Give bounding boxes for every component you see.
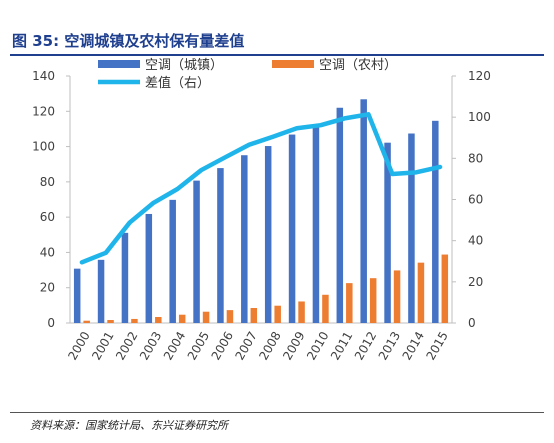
x-tick-label: 2012 — [352, 329, 379, 362]
bar-rural — [83, 320, 90, 323]
x-tick-label: 2003 — [137, 329, 164, 362]
bar-urban — [336, 107, 344, 323]
bar-urban — [121, 232, 129, 323]
bar-urban — [288, 134, 296, 323]
bar-urban — [241, 155, 248, 323]
x-tick-label: 2006 — [209, 329, 236, 362]
bar-rural — [226, 310, 234, 323]
bar-urban — [360, 99, 367, 323]
x-tick-label: 2010 — [304, 329, 331, 362]
y-right-tick-label: 40 — [468, 234, 483, 248]
bar-rural — [178, 314, 186, 323]
bar-urban — [217, 168, 224, 323]
bar-urban — [312, 125, 320, 323]
chart-legend: 空调（城镇） 空调（农村） 差值（右） — [98, 58, 397, 91]
y-right-tick-label: 80 — [468, 151, 483, 165]
chart-line — [79, 112, 443, 265]
y-right-tick-label: 100 — [468, 110, 491, 124]
bar-rural — [131, 318, 138, 323]
y-left-tick-label: 20 — [40, 281, 55, 295]
bar-rural — [322, 294, 329, 323]
x-tick-label: 2005 — [185, 329, 212, 362]
legend-label: 空调（城镇） — [145, 58, 223, 73]
y-left-tick-label: 140 — [32, 69, 55, 83]
y-right-tick-label: 60 — [468, 193, 483, 207]
bar-rural — [107, 320, 114, 323]
bar-rural — [274, 305, 281, 323]
x-tick-label: 2014 — [400, 329, 427, 362]
y-left-tick-label: 120 — [32, 104, 55, 118]
x-tick-label: 2011 — [328, 329, 355, 362]
bar-urban — [145, 213, 153, 323]
bar-urban — [73, 268, 81, 323]
x-tick-label: 2001 — [89, 329, 116, 362]
source-note: 资料来源：国家统计局、东兴证券研究所 — [30, 419, 228, 432]
legend-swatch — [272, 60, 314, 68]
y-left-tick-label: 40 — [40, 245, 55, 259]
bar-urban — [384, 142, 391, 323]
bar-urban — [97, 259, 105, 323]
legend-swatch — [98, 60, 140, 68]
y-left-tick-label: 80 — [40, 175, 55, 189]
bar-urban — [169, 199, 176, 323]
bar-rural — [441, 254, 449, 323]
x-tick-label: 2000 — [65, 329, 92, 362]
x-tick-label: 2015 — [423, 329, 450, 362]
bar-urban — [264, 146, 272, 323]
bar-rural — [346, 283, 353, 323]
bar-rural — [202, 311, 210, 323]
bar-urban — [432, 120, 439, 323]
bar-rural — [298, 301, 305, 323]
bar-rural — [393, 270, 401, 323]
y-right-tick-label: 120 — [468, 69, 491, 83]
legend-label: 差值（右） — [145, 75, 210, 91]
bar-urban — [408, 133, 415, 323]
y-right-tick-label: 0 — [468, 316, 476, 330]
x-tick-label: 2002 — [113, 329, 140, 362]
x-tick-label: 2013 — [376, 329, 403, 362]
y-left-tick-label: 0 — [47, 316, 55, 330]
bar-rural — [369, 278, 377, 323]
x-tick-label: 2008 — [256, 329, 283, 362]
x-tick-label: 2004 — [161, 329, 188, 362]
bar-rural — [155, 317, 162, 323]
x-tick-label: 2009 — [280, 329, 307, 362]
title-rule — [10, 54, 544, 56]
y-right-tick-label: 20 — [468, 275, 483, 289]
figure-title: 图 35: 空调城镇及农村保有量差值 — [12, 32, 245, 50]
bar-rural — [250, 308, 258, 323]
bar-rural — [417, 262, 425, 323]
y-left-tick-label: 100 — [32, 140, 55, 154]
legend-label: 空调（农村） — [319, 58, 397, 73]
source-rule — [10, 412, 544, 413]
y-left-tick-label: 60 — [40, 210, 55, 224]
bar-urban — [193, 180, 200, 323]
chart-bars — [73, 99, 449, 323]
difference-line — [79, 112, 443, 265]
x-tick-label: 2007 — [232, 329, 259, 362]
